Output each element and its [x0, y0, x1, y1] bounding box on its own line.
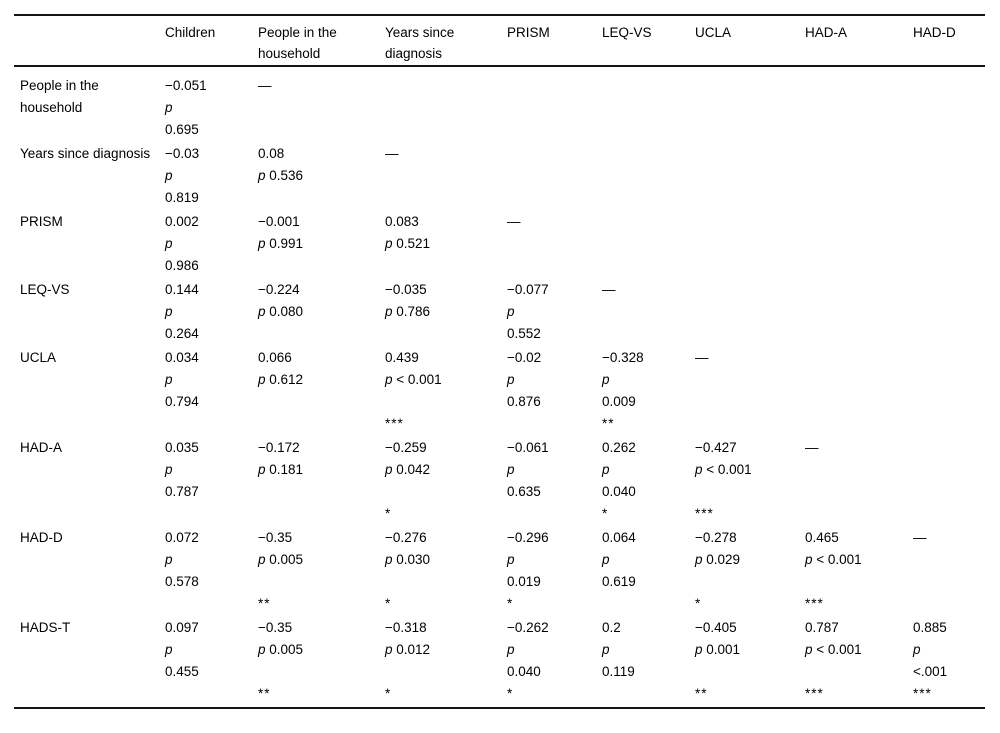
cell-leq-vs-leq-vs: —	[602, 282, 616, 297]
column-header-prism: PRISM	[507, 15, 602, 67]
header-row: Children People in the household Years sin…	[14, 15, 985, 67]
cell-ucla-ucla: —	[695, 350, 709, 365]
cell-ucla-had-a	[805, 347, 913, 437]
cell-hads-t-leq-vs: 0.2 p 0.119	[602, 620, 635, 679]
cell-hads-t-years-since-diagnosis: −0.318 p 0.012 *	[385, 620, 431, 701]
cell-prism-children: 0.002 p 0.986	[165, 214, 199, 273]
row-label-leq-vs: LEQ-VS	[20, 282, 70, 297]
cell-had-d-people-in-the-household: −0.35 p 0.005 **	[258, 530, 304, 611]
table-row-prism: PRISM 0.002 p 0.986 −0.001 p 0.991 0.083 p 0.52…	[14, 211, 985, 279]
column-header-had-a: HAD-A	[805, 15, 913, 67]
cell-prism-years-since-diagnosis: 0.083 p 0.521	[385, 214, 431, 251]
cell-had-a-had-d	[913, 437, 985, 527]
cell-people-in-the-household-had-d	[913, 66, 985, 143]
cell-prism-ucla	[695, 211, 805, 279]
cell-leq-vs-prism: −0.077 p 0.552	[507, 282, 549, 341]
cell-ucla-years-since-diagnosis: 0.439 p < 0.001 ***	[385, 350, 442, 431]
cell-hads-t-had-a: 0.787 p < 0.001 ***	[805, 620, 862, 701]
cell-years-since-diagnosis-leq-vs	[602, 143, 695, 211]
table-row-had-d: HAD-D 0.072 p 0.578 −0.35 p 0.005 ** −0.276 p 0.…	[14, 527, 985, 617]
cell-had-a-leq-vs: 0.262 p 0.040 *	[602, 440, 636, 521]
cell-prism-had-a	[805, 211, 913, 279]
cell-had-d-prism: −0.296 p 0.019 *	[507, 530, 549, 611]
cell-had-a-people-in-the-household: −0.172 p 0.181	[258, 440, 304, 477]
table-row-leq-vs: LEQ-VS 0.144 p 0.264 −0.224 p 0.080 −0.035 p 0.…	[14, 279, 985, 347]
cell-years-since-diagnosis-had-a	[805, 143, 913, 211]
cell-hads-t-children: 0.097 p 0.455	[165, 620, 199, 679]
cell-had-a-ucla: −0.427 p < 0.001 ***	[695, 440, 752, 521]
cell-had-d-children: 0.072 p 0.578	[165, 530, 199, 589]
row-label-ucla: UCLA	[20, 350, 57, 365]
cell-had-a-years-since-diagnosis: −0.259 p 0.042 *	[385, 440, 431, 521]
cell-years-since-diagnosis-prism	[507, 143, 602, 211]
cell-prism-had-d	[913, 211, 985, 279]
cell-hads-t-prism: −0.262 p 0.040 *	[507, 620, 549, 701]
cell-people-in-the-household-had-a	[805, 66, 913, 143]
row-label-people-in-the-household: People in the household	[20, 78, 99, 115]
cell-people-in-the-household-leq-vs	[602, 66, 695, 143]
cell-leq-vs-ucla	[695, 279, 805, 347]
row-label-years-since-diagnosis: Years since diagnosis	[20, 146, 151, 161]
table-row-ucla: UCLA 0.034 p 0.794 0.066 p 0.612 0.439 p < 0.00…	[14, 347, 985, 437]
cell-hads-t-had-d: 0.885 p <.001 ***	[913, 620, 948, 701]
cell-had-a-had-a: —	[805, 440, 819, 455]
cell-years-since-diagnosis-people-in-the-household: 0.08 p 0.536	[258, 146, 304, 183]
cell-leq-vs-years-since-diagnosis: −0.035 p 0.786	[385, 282, 431, 319]
cell-ucla-prism: −0.02 p 0.876	[507, 350, 542, 409]
column-header-had-d: HAD-D	[913, 15, 985, 67]
cell-had-d-years-since-diagnosis: −0.276 p 0.030 *	[385, 530, 431, 611]
row-label-prism: PRISM	[20, 214, 63, 229]
cell-had-d-had-d: —	[913, 530, 927, 545]
cell-years-since-diagnosis-ucla	[695, 143, 805, 211]
cell-had-a-children: 0.035 p 0.787	[165, 440, 199, 499]
column-header-children: Children	[165, 15, 258, 67]
cell-years-since-diagnosis-had-d	[913, 143, 985, 211]
cell-years-since-diagnosis-children: −0.03 p 0.819	[165, 146, 200, 205]
cell-leq-vs-had-d	[913, 279, 985, 347]
cell-leq-vs-children: 0.144 p 0.264	[165, 282, 199, 341]
table-body: People in the household −0.051 p 0.695— Year…	[14, 66, 985, 708]
cell-people-in-the-household-children: −0.051 p 0.695	[165, 78, 207, 137]
cell-prism-leq-vs	[602, 211, 695, 279]
cell-had-d-ucla: −0.278 p 0.029 *	[695, 530, 741, 611]
cell-had-a-prism: −0.061 p 0.635	[507, 440, 549, 499]
cell-ucla-had-d	[913, 347, 985, 437]
table-row-people-in-the-household: People in the household −0.051 p 0.695 —	[14, 66, 985, 143]
cell-people-in-the-household-people-in-the-household: —	[258, 78, 272, 93]
cell-years-since-diagnosis-years-since-diagnosis: —	[385, 146, 399, 161]
cell-hads-t-ucla: −0.405 p 0.001 **	[695, 620, 741, 701]
row-label-hads-t: HADS-T	[20, 620, 71, 635]
column-header-leq-vs: LEQ-VS	[602, 15, 695, 67]
column-header-people-in-the-household: People in the household	[258, 15, 385, 67]
row-label-had-d: HAD-D	[20, 530, 63, 545]
corner-cell	[14, 15, 165, 67]
cell-hads-t-people-in-the-household: −0.35 p 0.005 **	[258, 620, 304, 701]
table-row-years-since-diagnosis: Years since diagnosis −0.03 p 0.819 0.08 p 0.…	[14, 143, 985, 211]
paper-page: Children People in the household Years sin…	[0, 14, 1000, 733]
row-label-had-a: HAD-A	[20, 440, 63, 455]
column-header-years-since-diagnosis: Years since diagnosis	[385, 15, 507, 67]
cell-people-in-the-household-ucla	[695, 66, 805, 143]
cell-prism-people-in-the-household: −0.001 p 0.991	[258, 214, 304, 251]
cell-ucla-children: 0.034 p 0.794	[165, 350, 199, 409]
cell-leq-vs-people-in-the-household: −0.224 p 0.080	[258, 282, 304, 319]
cell-had-d-leq-vs: 0.064 p 0.619	[602, 530, 636, 589]
cell-people-in-the-household-prism	[507, 66, 602, 143]
table-row-had-a: HAD-A 0.035 p 0.787 −0.172 p 0.181 −0.259 p 0.0…	[14, 437, 985, 527]
table-row-hads-t: HADS-T 0.097 p 0.455 −0.35 p 0.005 ** −0.318 p 0…	[14, 617, 985, 708]
cell-leq-vs-had-a	[805, 279, 913, 347]
cell-had-d-had-a: 0.465 p < 0.001 ***	[805, 530, 862, 611]
column-header-ucla: UCLA	[695, 15, 805, 67]
cell-ucla-people-in-the-household: 0.066 p 0.612	[258, 350, 304, 387]
cell-people-in-the-household-years-since-diagnosis	[385, 66, 507, 143]
cell-prism-prism: —	[507, 214, 521, 229]
cell-ucla-leq-vs: −0.328 p 0.009 **	[602, 350, 644, 431]
correlation-table: Children People in the household Years sin…	[14, 14, 985, 709]
